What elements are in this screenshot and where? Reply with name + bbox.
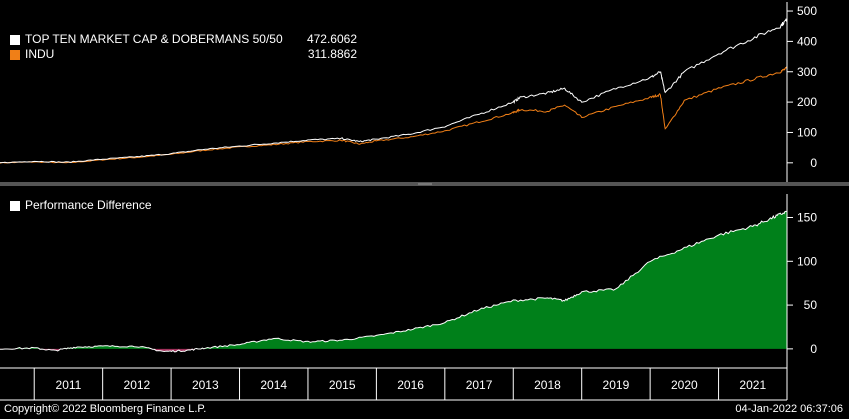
x-tick-label-2021: 2021 — [739, 378, 766, 392]
y-tick-label-1-0: 0 — [810, 342, 817, 356]
legend-value-top-ten: 472.6062 — [306, 32, 357, 46]
legend-row-top-ten: TOP TEN MARKET CAP & DOBERMANS 50/50 472… — [10, 32, 357, 47]
x-tick-label-2018: 2018 — [534, 378, 561, 392]
legend-label-top-ten: TOP TEN MARKET CAP & DOBERMANS 50/50 — [25, 32, 283, 46]
top-panel — [0, 18, 788, 164]
legend-label-indu: INDU — [25, 47, 55, 61]
x-tick-label-2013: 2013 — [192, 378, 219, 392]
y-tick-label-0-400: 400 — [797, 34, 817, 48]
series-line-performance — [0, 210, 787, 353]
x-tick-label-2011: 2011 — [56, 378, 82, 392]
timestamp-text: 04-Jan-2022 06:37:06 — [735, 403, 843, 415]
y-tick-label-1-150: 150 — [797, 211, 817, 225]
legend-swatch-performance — [10, 200, 20, 211]
bottom-legend: Performance Difference — [10, 198, 152, 213]
x-tick-label-2012: 2012 — [124, 378, 151, 392]
legend-swatch-top-ten — [10, 34, 20, 45]
y-tick-label-1-50: 50 — [804, 298, 818, 312]
area-negative-fill — [0, 348, 787, 352]
y-tick-label-1-100: 100 — [797, 254, 817, 268]
axes: 0 100 200 300 400 500 0 50 100 150 2011 2012 2013 201… — [0, 2, 849, 401]
x-tick-label-2017: 2017 — [466, 378, 493, 392]
x-tick-label-2015: 2015 — [329, 378, 356, 392]
x-tick-label-2020: 2020 — [671, 378, 698, 392]
top-legend: TOP TEN MARKET CAP & DOBERMANS 50/50 472… — [10, 32, 357, 62]
legend-row-performance: Performance Difference — [10, 198, 152, 213]
bottom-panel — [0, 210, 787, 353]
y-tick-label-0-500: 500 — [797, 4, 817, 18]
area-positive-fill — [0, 211, 787, 349]
y-tick-label-0-200: 200 — [797, 95, 817, 109]
legend-label-performance: Performance Difference — [25, 198, 152, 212]
copyright-text: Copyright© 2022 Bloomberg Finance L.P. — [4, 403, 207, 415]
x-tick-label-2016: 2016 — [397, 378, 424, 392]
legend-value-indu: 311.8862 — [307, 47, 357, 61]
series-line-top-ten — [0, 18, 788, 164]
legend-swatch-indu — [10, 49, 20, 60]
series-line-indu — [0, 66, 788, 164]
x-tick-label-2014: 2014 — [260, 378, 287, 392]
x-tick-label-2019: 2019 — [603, 378, 630, 392]
y-tick-label-0-300: 300 — [797, 65, 817, 79]
y-tick-label-0-100: 100 — [797, 125, 817, 139]
legend-row-indu: INDU 311.8862 — [10, 47, 357, 62]
y-tick-label-0-0: 0 — [810, 156, 817, 170]
